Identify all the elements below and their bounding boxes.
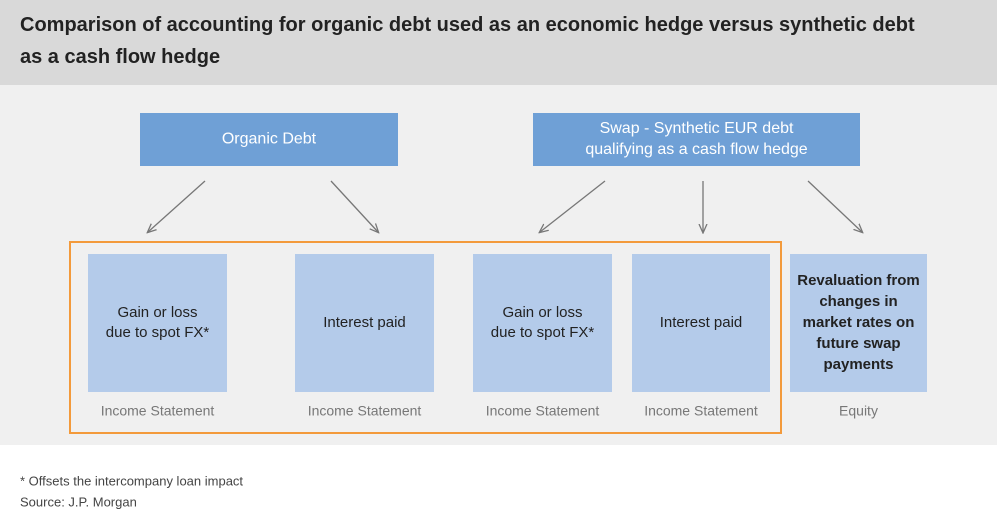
header-band <box>0 0 997 85</box>
caption: Income Statement <box>486 403 600 419</box>
node-label: changes in <box>819 293 897 310</box>
caption: Income Statement <box>644 403 758 419</box>
bottom-node <box>295 254 434 392</box>
node-label: Interest paid <box>660 314 743 331</box>
node-label: Revaluation from <box>797 272 920 289</box>
top-node <box>533 113 860 166</box>
node-label: Gain or loss <box>117 304 197 321</box>
title: Comparison of accounting for organic deb… <box>20 14 915 36</box>
arrow <box>807 180 862 232</box>
node-label: payments <box>823 356 893 373</box>
caption: Income Statement <box>308 403 422 419</box>
node-label: Interest paid <box>323 314 406 331</box>
bottom-node <box>790 254 927 392</box>
income-statement-group <box>69 241 782 434</box>
node-label: qualifying as a cash flow hedge <box>585 141 807 158</box>
arrow <box>330 180 378 232</box>
bottom-node <box>473 254 612 392</box>
arrow <box>540 180 606 232</box>
caption: Equity <box>839 403 878 419</box>
bottom-node <box>632 254 770 392</box>
node-label: Gain or loss <box>502 304 582 321</box>
node-label: future swap <box>816 335 900 352</box>
caption: Income Statement <box>101 403 215 419</box>
node-label: Swap - Synthetic EUR debt <box>600 120 794 137</box>
footnote: Source: J.P. Morgan <box>20 494 137 509</box>
footnote: * Offsets the intercompany loan impact <box>20 473 243 488</box>
node-label: due to spot FX* <box>491 324 595 341</box>
title: as a cash flow hedge <box>20 46 220 68</box>
bottom-node <box>88 254 227 392</box>
node-label: Organic Debt <box>222 131 317 148</box>
arrow <box>148 180 206 232</box>
node-label: due to spot FX* <box>106 324 210 341</box>
node-label: market rates on <box>803 314 915 331</box>
top-node <box>140 113 398 166</box>
